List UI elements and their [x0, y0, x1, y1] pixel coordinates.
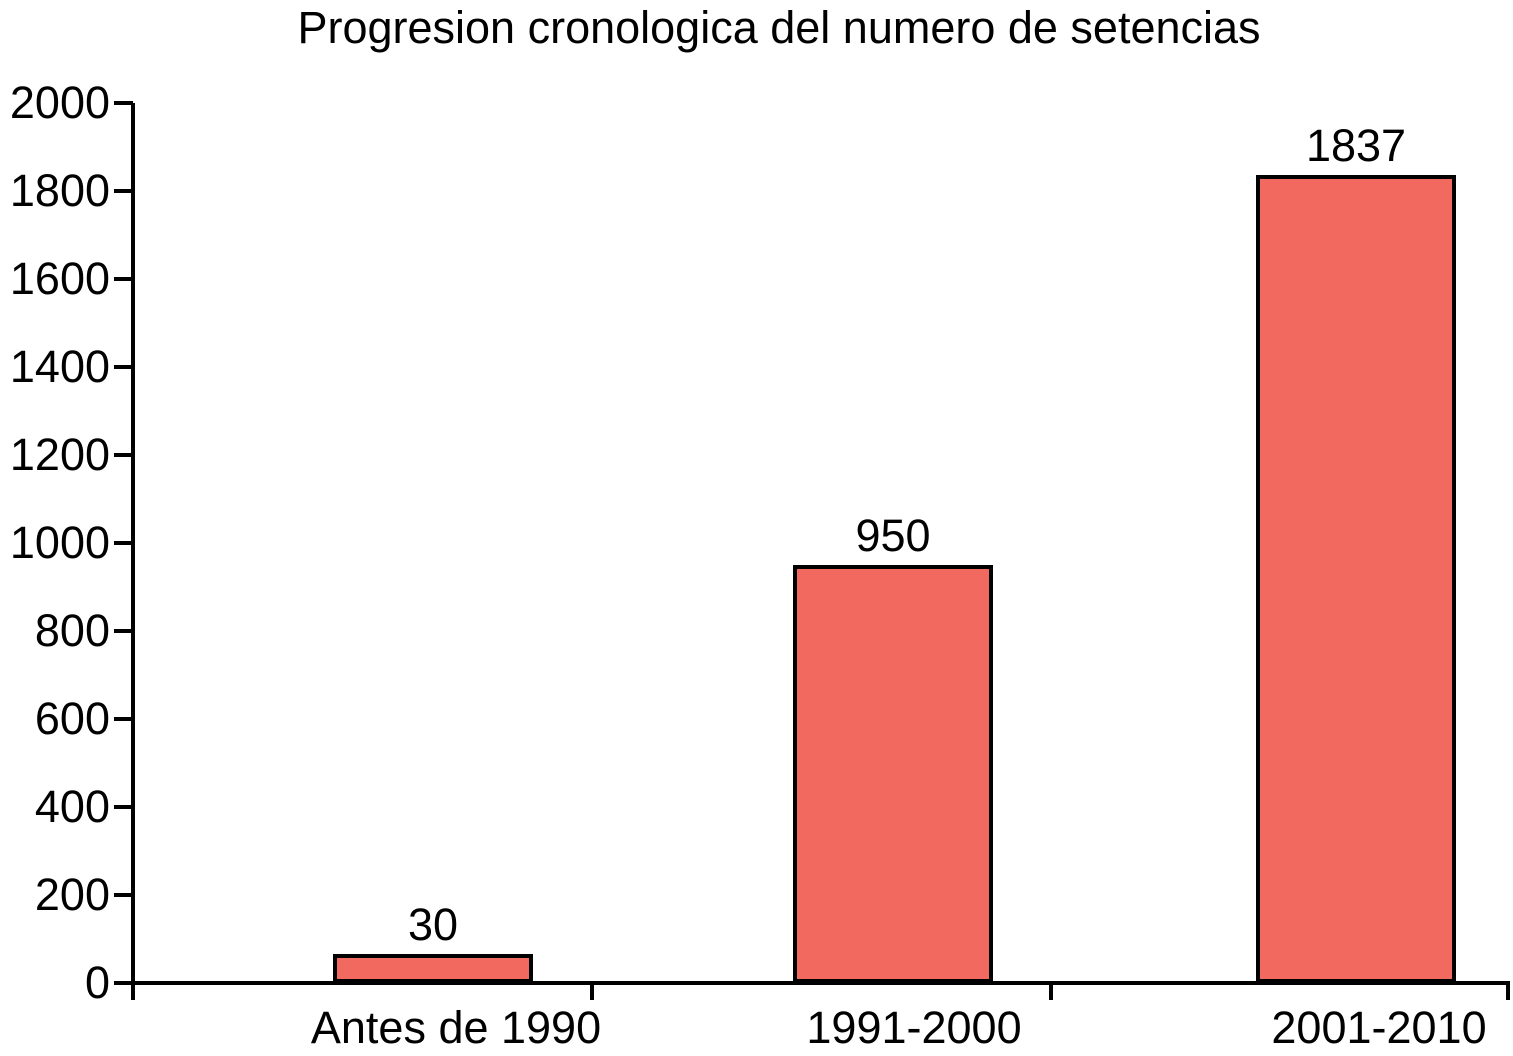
- y-tick: [114, 629, 133, 633]
- y-tick-label: 1600: [9, 253, 110, 304]
- x-tick: [1049, 983, 1053, 1000]
- y-tick: [114, 805, 133, 809]
- y-tick: [114, 189, 133, 193]
- chart-title: Progresion cronologica del numero de set…: [297, 2, 1261, 53]
- y-tick: [114, 365, 133, 369]
- y-tick: [114, 541, 133, 545]
- bar-value-label: 1837: [1305, 119, 1407, 171]
- y-tick-label: 1400: [9, 341, 110, 392]
- y-tick-label: 1800: [9, 165, 110, 216]
- bar-2001-2010: [1256, 174, 1456, 983]
- y-tick-label: 2000: [9, 77, 110, 128]
- bar-1991-2000: [793, 565, 993, 983]
- y-tick-label: 1200: [9, 429, 110, 480]
- bar-value-label: 30: [407, 899, 459, 950]
- x-axis-line: [131, 981, 1510, 985]
- bar-antes-de-1990: [333, 954, 533, 983]
- y-tick-label: 1000: [9, 517, 110, 568]
- y-tick-label: 800: [34, 605, 110, 656]
- x-tick: [590, 983, 594, 1000]
- y-tick-label: 200: [34, 869, 110, 920]
- x-category-label: Antes de 1990: [310, 1002, 602, 1053]
- y-tick: [114, 101, 133, 105]
- x-category-label: 1991-2000: [806, 1002, 1022, 1053]
- y-tick-label: 0: [84, 957, 110, 1008]
- y-tick-label: 600: [34, 693, 110, 744]
- y-axis-line: [131, 103, 135, 1000]
- y-tick: [114, 453, 133, 457]
- y-tick-label: 400: [34, 781, 110, 832]
- x-tick: [1506, 983, 1510, 1000]
- y-tick: [114, 893, 133, 897]
- y-tick: [114, 277, 133, 281]
- y-tick: [114, 981, 133, 985]
- bar-value-label: 950: [855, 510, 931, 561]
- x-category-label: 2001-2010: [1271, 1002, 1487, 1053]
- y-tick: [114, 717, 133, 721]
